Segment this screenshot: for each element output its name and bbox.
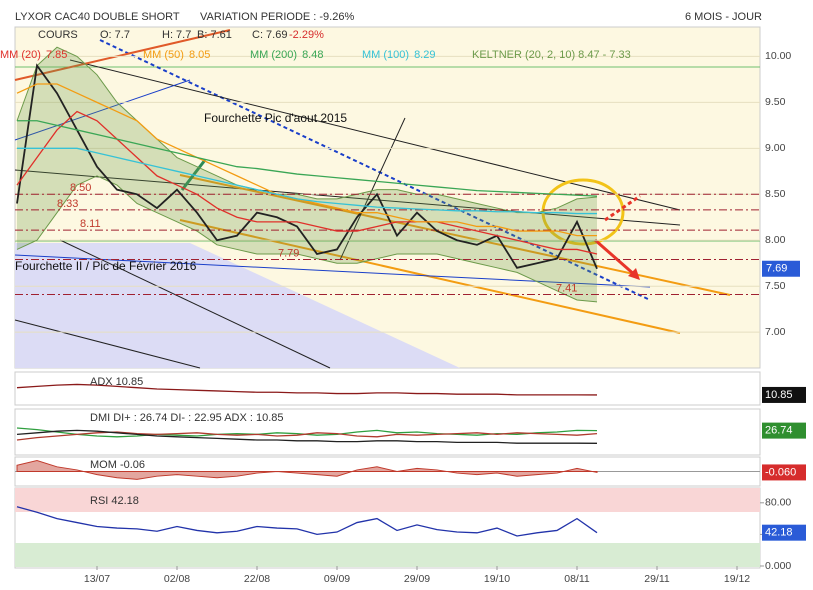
momentum-area xyxy=(16,460,598,480)
y-tick-label: 9.00 xyxy=(765,142,786,154)
level-label: 8.50 xyxy=(70,182,91,194)
value-tag-bg xyxy=(762,422,806,439)
quote: C: 7.69 xyxy=(252,29,287,41)
rsi-oversold xyxy=(15,543,760,567)
series-line xyxy=(16,383,598,396)
quote: H: 7.7 xyxy=(162,29,191,41)
arrow-up xyxy=(604,194,641,222)
level-label: 7.79 xyxy=(278,247,299,259)
series-line xyxy=(16,506,598,537)
shade-zone xyxy=(15,243,460,368)
quote: B: 7.61 xyxy=(197,29,232,41)
annotation: Fourchette II / Pic de Février 2016 xyxy=(15,259,197,273)
trend-line xyxy=(14,254,651,288)
legend-value: 8.05 xyxy=(189,49,210,61)
x-tick-label: 19/10 xyxy=(484,573,510,585)
x-tick-label: 09/09 xyxy=(324,573,350,585)
x-tick-label: 29/11 xyxy=(644,573,670,585)
arrow-down xyxy=(594,238,637,278)
y-tick-label: 7.00 xyxy=(765,326,786,338)
legend-entry: KELTNER (20, 2, 10) 8.47 - 7.33 xyxy=(472,49,631,61)
trend-line xyxy=(14,79,191,141)
title: LYXOR CAC40 DOUBLE SHORT xyxy=(15,11,180,23)
panel-title: ADX 10.85 xyxy=(90,376,143,388)
y-tick-label: 8.50 xyxy=(765,188,786,200)
panel-title: DMI DI+ : 26.74 DI- : 22.95 ADX : 10.85 xyxy=(90,412,284,424)
level-label: 7.41 xyxy=(556,282,577,294)
arrow-head xyxy=(628,268,640,280)
y-tick-label: 0.000 xyxy=(765,560,791,572)
trend-line xyxy=(339,117,406,261)
legend-value: 7.85 xyxy=(46,49,67,61)
trend-line xyxy=(59,239,331,369)
level-label: 8.33 xyxy=(57,198,78,210)
trend-line xyxy=(14,169,681,226)
series-line xyxy=(17,147,597,215)
legend-entry: MM (20) xyxy=(0,49,41,61)
x-tick-label: 29/09 xyxy=(404,573,430,585)
x-tick-label: 02/08 xyxy=(164,573,190,585)
y-tick-label: 10.00 xyxy=(765,50,791,62)
price-tag: 7.69 xyxy=(766,263,787,275)
series-line xyxy=(16,429,598,444)
legend-entry: MM (100) xyxy=(362,49,409,61)
value-tag-bg xyxy=(762,524,806,541)
series-line xyxy=(16,83,597,237)
x-tick-label: 22/08 xyxy=(244,573,270,585)
subtitle: VARIATION PERIODE : -9.26% xyxy=(200,11,354,23)
legend-value: 8.29 xyxy=(414,49,435,61)
series-line xyxy=(17,120,598,197)
series-line xyxy=(16,63,598,270)
keltner-upper xyxy=(16,46,598,214)
y-tick-label: 8.00 xyxy=(765,234,786,246)
legend-entry: MM (50) xyxy=(143,49,184,61)
value-tag: -0.060 xyxy=(765,466,796,478)
rsi-overbought xyxy=(15,488,760,512)
trend-line xyxy=(69,59,681,211)
quote: O: 7.7 xyxy=(100,29,130,41)
level-label: 8.11 xyxy=(80,218,101,230)
adx-panel xyxy=(14,371,761,406)
quote: COURS xyxy=(38,29,78,41)
legend-entry: MM (200) xyxy=(250,49,297,61)
y-tick-label: 9.50 xyxy=(765,96,786,108)
panel-title: MOM -0.06 xyxy=(90,459,145,471)
value-tag-bg xyxy=(762,386,806,403)
change: -2.29% xyxy=(289,29,324,41)
value-tag-bg xyxy=(762,464,806,481)
annotation: Fourchette Pic d'aout 2015 xyxy=(204,111,347,125)
value-tag: 10.85 xyxy=(765,389,793,401)
x-tick-label: 19/12 xyxy=(724,573,750,585)
highlight-circle xyxy=(541,178,625,246)
y-tick-label: 7.50 xyxy=(765,280,786,292)
value-tag: 26.74 xyxy=(765,425,793,437)
x-tick-label: 13/07 xyxy=(84,573,110,585)
price-tag-bg xyxy=(762,260,800,277)
x-tick-label: 08/11 xyxy=(564,573,590,585)
panel-title: RSI 42.18 xyxy=(90,495,139,507)
trend-line xyxy=(14,29,231,81)
keltner-lower xyxy=(16,175,598,303)
series-line xyxy=(16,110,598,255)
period: 6 MOIS - JOUR xyxy=(685,11,762,23)
legend-value: 8.48 xyxy=(302,49,323,61)
channel-line xyxy=(179,219,681,334)
y-tick-label: 80.00 xyxy=(765,497,791,509)
trend-line xyxy=(14,319,201,369)
value-tag: 42.18 xyxy=(765,527,793,539)
